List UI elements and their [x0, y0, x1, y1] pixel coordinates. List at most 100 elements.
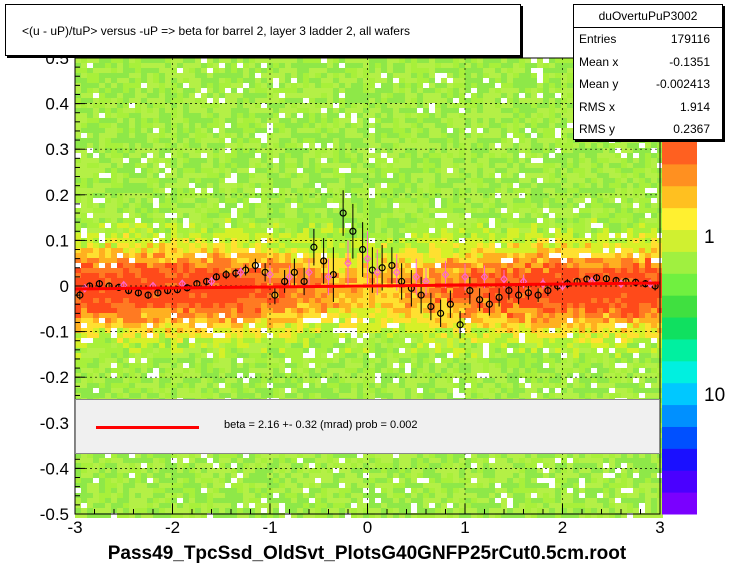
stats-value: 0.2367 — [673, 122, 710, 136]
data-point — [505, 286, 513, 295]
y-tick-label: 0.3 — [45, 140, 69, 159]
data-point — [344, 258, 352, 268]
data-point — [154, 289, 162, 297]
data-point — [285, 272, 294, 282]
data-point — [539, 279, 547, 289]
data-point — [466, 286, 474, 295]
stats-key: Entries — [579, 32, 617, 46]
data-point — [251, 261, 259, 270]
x-tick-label: -2 — [165, 518, 180, 537]
title-box: <(u - uP)/tuP> versus -uP => beta for ba… — [5, 4, 521, 56]
fit-legend-text: beta = 2.16 +- 0.32 (mrad) prob = 0.002 — [224, 419, 418, 431]
data-point — [281, 277, 289, 286]
palette-swatch — [662, 448, 697, 471]
data-point — [373, 267, 382, 277]
data-point — [339, 209, 347, 217]
data-point — [95, 280, 103, 288]
data-point — [602, 275, 610, 283]
stats-key: RMS x — [579, 99, 615, 114]
data-point — [534, 291, 542, 299]
data-point — [300, 277, 308, 286]
stats-value: -0.1351 — [669, 54, 710, 69]
data-point — [203, 277, 211, 286]
stats-row-rms-y: RMS y 0.2367 — [574, 118, 722, 141]
y-tick-label: -0.5 — [40, 505, 69, 524]
fit-line — [74, 281, 661, 291]
x-tick-label: -1 — [262, 518, 277, 537]
data-point — [207, 277, 216, 286]
data-point — [261, 268, 269, 276]
data-point — [363, 254, 372, 264]
palette-swatch — [662, 404, 697, 427]
palette-swatch — [662, 229, 697, 252]
palette-swatch — [662, 295, 697, 318]
data-point — [144, 291, 152, 299]
x-tick-label: 1 — [460, 518, 469, 537]
data-point — [593, 274, 601, 282]
data-point — [266, 270, 274, 280]
palette-swatch — [662, 470, 697, 493]
data-point — [417, 291, 425, 299]
data-point — [461, 272, 469, 282]
data-point — [212, 273, 220, 281]
stats-histogram-name: duOvertuPuP3002 — [574, 5, 722, 28]
y-tick-label: 0.2 — [45, 186, 69, 205]
data-point — [485, 300, 493, 308]
plot-title: <(u - uP)/tuP> versus -uP => beta for ba… — [22, 24, 410, 38]
stats-row-entries: Entries 179116 — [574, 28, 722, 51]
y-tick-label: -0.4 — [40, 459, 69, 478]
stats-key: RMS y — [579, 122, 615, 136]
data-point — [437, 309, 445, 317]
palette-swatch — [662, 426, 697, 449]
data-point — [236, 267, 245, 277]
palette-swatch — [662, 251, 697, 274]
stats-box: duOvertuPuP3002 Entries 179116 Mean x -0… — [573, 4, 723, 140]
fit-legend-line-swatch — [96, 426, 199, 429]
stats-row-mean-x: Mean x -0.1351 — [574, 51, 722, 74]
data-point — [427, 302, 435, 311]
x-tick-label: 2 — [558, 518, 567, 537]
data-point — [480, 272, 489, 282]
fit-legend: beta = 2.16 +- 0.32 (mrad) prob = 0.002 — [75, 399, 660, 454]
y-tick-label: 0 — [60, 277, 69, 296]
stats-key: Mean y — [579, 77, 619, 91]
stats-row-mean-y: Mean y -0.002413 — [574, 73, 722, 96]
data-point — [290, 268, 298, 276]
stats-value: 179116 — [670, 32, 710, 46]
palette-swatch — [662, 338, 697, 362]
data-point — [242, 266, 250, 274]
palette-swatch — [662, 185, 697, 209]
data-point — [305, 267, 313, 277]
stats-key: Mean x — [579, 54, 619, 69]
y-tick-label: -0.3 — [40, 414, 69, 433]
stats-value: -0.002413 — [655, 77, 710, 91]
data-point — [544, 286, 552, 295]
data-point — [329, 271, 337, 279]
y-tick-label: 0.4 — [45, 95, 69, 114]
stats-value: 1.914 — [679, 99, 710, 114]
color-palette: 10110 — [662, 70, 725, 515]
palette-swatch — [662, 273, 697, 296]
stats-row-rms-x: RMS x 1.914 — [574, 96, 722, 119]
palette-label: 1 — [704, 227, 715, 248]
palette-swatch — [662, 360, 697, 384]
palette-label: 10 — [704, 385, 725, 406]
x-axis-label: Pass49_TpcSsd_OldSvt_PlotsG40GNFP25rCut0… — [107, 543, 627, 564]
data-point — [80, 283, 89, 293]
y-tick-label: -0.1 — [40, 323, 69, 342]
palette-swatch — [662, 207, 697, 231]
palette-swatch — [662, 317, 697, 340]
data-point — [271, 291, 279, 299]
palette-swatch — [662, 492, 697, 515]
data-point — [359, 245, 367, 254]
palette-swatch — [662, 382, 697, 406]
data-point — [583, 275, 591, 283]
x-tick-label: -3 — [67, 518, 82, 537]
data-point — [349, 227, 357, 235]
data-point — [388, 261, 396, 270]
axes: -3 -2 -1 0 1 2 3 -0.5 -0.4 -0.3 -0.2 -0.1 0 0.1 0.2 0.3… — [40, 49, 665, 537]
data-point — [222, 271, 230, 279]
data-point — [134, 289, 142, 297]
data-point — [310, 243, 318, 251]
data-point — [412, 272, 421, 282]
